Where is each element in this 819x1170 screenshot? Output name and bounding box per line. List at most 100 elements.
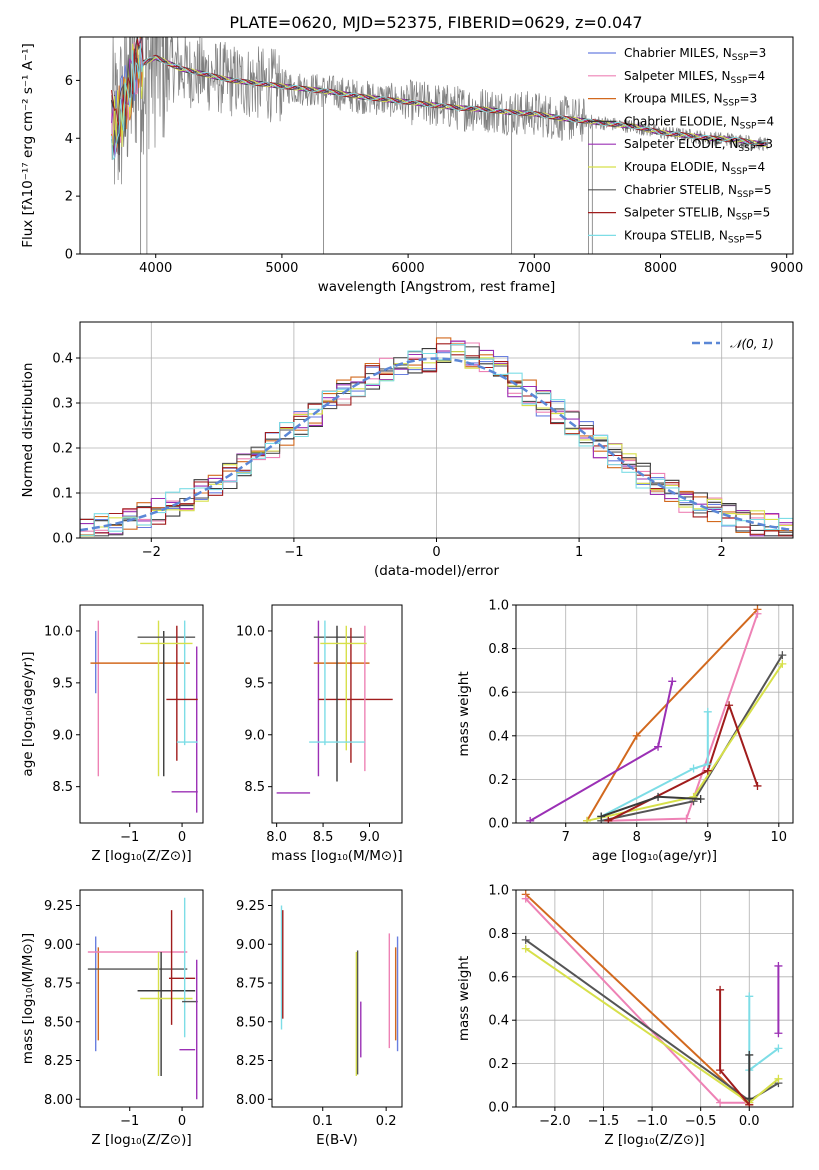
plus-marker (753, 609, 762, 618)
plus-marker (774, 961, 783, 970)
figure-title: PLATE=0620, MJD=52375, FIBERID=0629, z=0… (229, 13, 642, 32)
age_vs_mass-points (276, 620, 393, 794)
mass-weight-line (748, 996, 779, 1073)
x-tick-label: −1.5 (588, 1114, 620, 1129)
model-spectrum-line (111, 38, 768, 146)
y-tick-label: 0.2 (488, 773, 509, 788)
y-tick-label: 0.3 (52, 397, 73, 412)
mass_vs_Z-points (87, 897, 198, 1100)
x-tick-label: 6000 (392, 261, 425, 276)
plus-marker (654, 742, 663, 751)
legend-entry: Chabrier MILES, NSSP=3 (624, 46, 766, 63)
plus-marker (745, 992, 754, 1001)
x-tick-label: 0.0 (739, 1114, 760, 1129)
gaussian-legend-label: 𝒩(0, 1) (730, 337, 774, 351)
legend-label: Kroupa MILES, N (624, 92, 723, 106)
plus-marker (725, 701, 734, 710)
legend-sub: SSP (732, 53, 749, 63)
y-tick-label: 0.8 (488, 927, 509, 942)
plus-marker (521, 894, 530, 903)
x-tick-label: 9000 (770, 261, 803, 276)
mass-weight-line (600, 654, 784, 822)
x-tick-label: −2.0 (539, 1114, 571, 1129)
x-tick-label: 4000 (139, 261, 172, 276)
y-tick-label: 1.0 (488, 884, 509, 899)
mass_vs_Z-axes: −1 0 8.00 8.25 8.50 8.75 9.00 9.25 Z [log₁₀(Z/Z⊙… (20, 899, 192, 1148)
y-tick-label: 1.0 (488, 599, 509, 614)
y-tick-label: 0.2 (488, 1057, 509, 1072)
axes-frame (271, 889, 403, 1108)
x-tick-label: 0 (178, 830, 186, 845)
legend-nssp: =4 (747, 69, 765, 83)
plus-marker (778, 651, 787, 660)
y-tick-label: 4 (65, 132, 73, 147)
plus-marker (654, 792, 663, 801)
mass-weight-line (525, 893, 750, 1106)
plus-marker (604, 816, 613, 823)
legend-label: Salpeter STELIB, N (624, 206, 736, 220)
plus-marker (696, 795, 705, 804)
legend-nssp: =3 (749, 46, 767, 60)
y-tick-label: 0.8 (488, 642, 509, 657)
x-tick-label: 5000 (265, 261, 298, 276)
legend-entry: Chabrier ELODIE, NSSP=4 (624, 114, 774, 131)
axes-frame (79, 604, 204, 824)
x-axis-label: Z [log₁₀(Z/Z⊙)] (91, 848, 191, 864)
x-tick-label: 0 (432, 545, 440, 560)
legend-sub: SSP (738, 144, 755, 154)
y-tick-label: 9.0 (52, 728, 73, 743)
plus-marker (716, 1098, 725, 1107)
plus-marker (703, 707, 712, 716)
massweight_vs_Z-axes: −2.0 −1.5 −1.0 −0.5 0.0 0.0 0.2 0.4 0.6 0.8 1.0 Z [… (456, 884, 793, 1148)
y-axis-label: Flux [fλ10⁻¹⁷ erg cm⁻² s⁻¹ A⁻¹] (20, 43, 36, 248)
y-axis-label: age [log₁₀(age/yr)] (20, 651, 36, 776)
y-axis-label: mass weight (456, 671, 472, 756)
legend-label: Kroupa STELIB, N (624, 228, 728, 242)
plus-marker (774, 1029, 783, 1038)
y-tick-label: 9.5 (52, 676, 73, 691)
spectrum-plot (111, 37, 769, 254)
x-tick-label: −1 (284, 545, 303, 560)
y-tick-label: 8.5 (52, 780, 73, 795)
plus-marker (682, 814, 691, 823)
legend-entry: Kroupa STELIB, NSSP=5 (624, 228, 762, 245)
x-axis-label: mass [log₁₀(M/M⊙)] (271, 848, 402, 864)
model-spectrum-line (111, 37, 768, 156)
y-tick-label: 0.2 (52, 442, 73, 457)
y-tick-label: 6 (65, 74, 73, 89)
plus-marker (774, 1044, 783, 1053)
age_vs_mass-axes: 8.0 8.5 9.0 8.5 9.0 9.5 10.0 mass [log₁₀(M/M⊙)] (236, 624, 403, 864)
x-tick-label: −1 (120, 1114, 139, 1129)
axes-frame (79, 36, 794, 255)
legend-sub: SSP (740, 121, 757, 131)
y-tick-label: 0.4 (488, 1014, 509, 1029)
x-tick-label: 9.0 (359, 830, 380, 845)
x-tick-label: 10 (771, 830, 788, 845)
legend-sub: SSP (731, 167, 748, 177)
y-tick-label: 2 (65, 190, 73, 205)
y-tick-label: 0.1 (52, 487, 73, 502)
axes-frame (79, 889, 204, 1108)
y-axis-label: Normed distribution (20, 363, 36, 498)
massweight_vs_Z-lines (521, 890, 783, 1107)
x-tick-label: 9 (704, 830, 712, 845)
y-tick-label: 8.00 (44, 1093, 73, 1108)
plus-marker (716, 1066, 725, 1075)
y-tick-label: 0.6 (488, 686, 509, 701)
legend-sub: SSP (723, 99, 740, 109)
plus-marker (716, 985, 725, 994)
legend-nssp: =5 (754, 183, 772, 197)
legend-entry: Kroupa MILES, NSSP=3 (624, 92, 757, 109)
x-axis-label: Z [log₁₀(Z/Z⊙)] (91, 1132, 191, 1148)
plus-marker (632, 731, 641, 740)
y-tick-label: 0.6 (488, 970, 509, 985)
mass-weight-line (600, 711, 709, 818)
massweight_vs_age-lines (526, 605, 787, 823)
legend-nssp: =4 (756, 114, 774, 128)
y-tick-label: 10.0 (236, 624, 265, 639)
x-axis-label: E(B-V) (316, 1132, 358, 1148)
x-tick-label: 8000 (644, 261, 677, 276)
legend-nssp: =5 (753, 206, 771, 220)
